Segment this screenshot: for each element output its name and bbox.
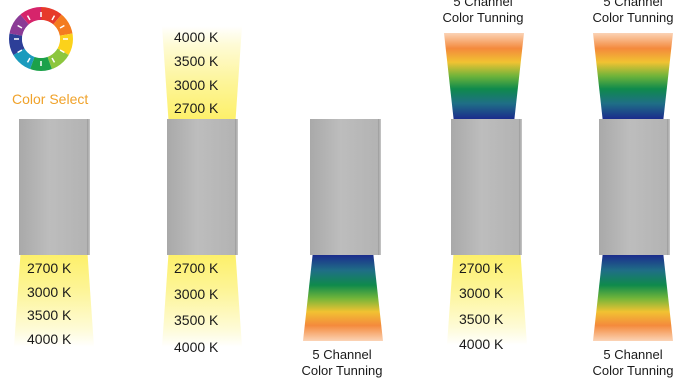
fixture-5-up-light	[593, 33, 673, 119]
color-select-label: Color Select	[12, 91, 89, 107]
fixture-5-up-caption-line1: 5 Channel	[603, 0, 663, 9]
fixture-1-temp-3500: 3500 K	[27, 307, 72, 323]
fixture-2-down-light	[162, 255, 242, 347]
fixture-3-down-caption-line2: Color Tunning	[301, 363, 383, 378]
color-wheel-icon	[8, 6, 74, 72]
fixture-1-temp-3000: 3000 K	[27, 284, 72, 300]
fixture-4-up-caption-line2: Color Tunning	[442, 10, 524, 25]
fixture-2-body	[167, 119, 238, 255]
fixture-5-down-caption-line1: 5 Channel	[603, 347, 663, 362]
color-wheel-tick	[59, 49, 65, 54]
fixture-2-up-light	[162, 26, 242, 119]
fixture-2-temp-up-2700: 2700 K	[174, 100, 219, 116]
fixture-1-temp-2700: 2700 K	[27, 260, 72, 276]
color-wheel-tick	[26, 57, 31, 63]
fixture-5-down-light	[593, 255, 673, 341]
fixture-4-temp-3500: 3500 K	[459, 311, 504, 327]
color-wheel-tick	[17, 49, 23, 54]
color-wheel-svg	[8, 7, 73, 71]
fixture-5-up-caption-line2: Color Tunning	[592, 10, 674, 25]
fixture-2-temp-down-3500: 3500 K	[174, 312, 219, 328]
color-wheel-tick	[26, 15, 31, 21]
fixture-2-temp-up-4000: 4000 K	[174, 29, 219, 45]
fixture-1-body	[19, 119, 90, 255]
fixture-4-body	[451, 119, 522, 255]
fixture-4-temp-4000: 4000 K	[459, 336, 504, 352]
color-wheel-tick	[51, 57, 56, 63]
fixture-3-down-light	[303, 255, 383, 341]
fixture-4-up-caption-line1: 5 Channel	[453, 0, 513, 9]
fixture-2-temp-down-2700: 2700 K	[174, 260, 219, 276]
color-wheel-tick	[51, 15, 56, 21]
fixture-2-temp-down-4000: 4000 K	[174, 339, 219, 355]
fixture-4-up-light	[444, 33, 524, 119]
fixture-5-down-caption-line2: Color Tunning	[592, 363, 674, 378]
fixture-5-body	[599, 119, 670, 255]
fixture-4-temp-2700: 2700 K	[459, 260, 504, 276]
fixture-2-temp-up-3000: 3000 K	[174, 77, 219, 93]
fixture-2-temp-up-3500: 3500 K	[174, 53, 219, 69]
color-wheel-tick	[59, 24, 65, 29]
fixture-2-temp-down-3000: 3000 K	[174, 286, 219, 302]
fixture-4-down-light	[447, 255, 527, 345]
fixture-1-down-light	[14, 255, 94, 347]
color-wheel-tick	[17, 24, 23, 29]
fixture-1-temp-4000: 4000 K	[27, 331, 72, 347]
fixture-3-down-caption-line1: 5 Channel	[312, 347, 372, 362]
fixture-3-body	[310, 119, 381, 255]
fixture-4-temp-3000: 3000 K	[459, 285, 504, 301]
